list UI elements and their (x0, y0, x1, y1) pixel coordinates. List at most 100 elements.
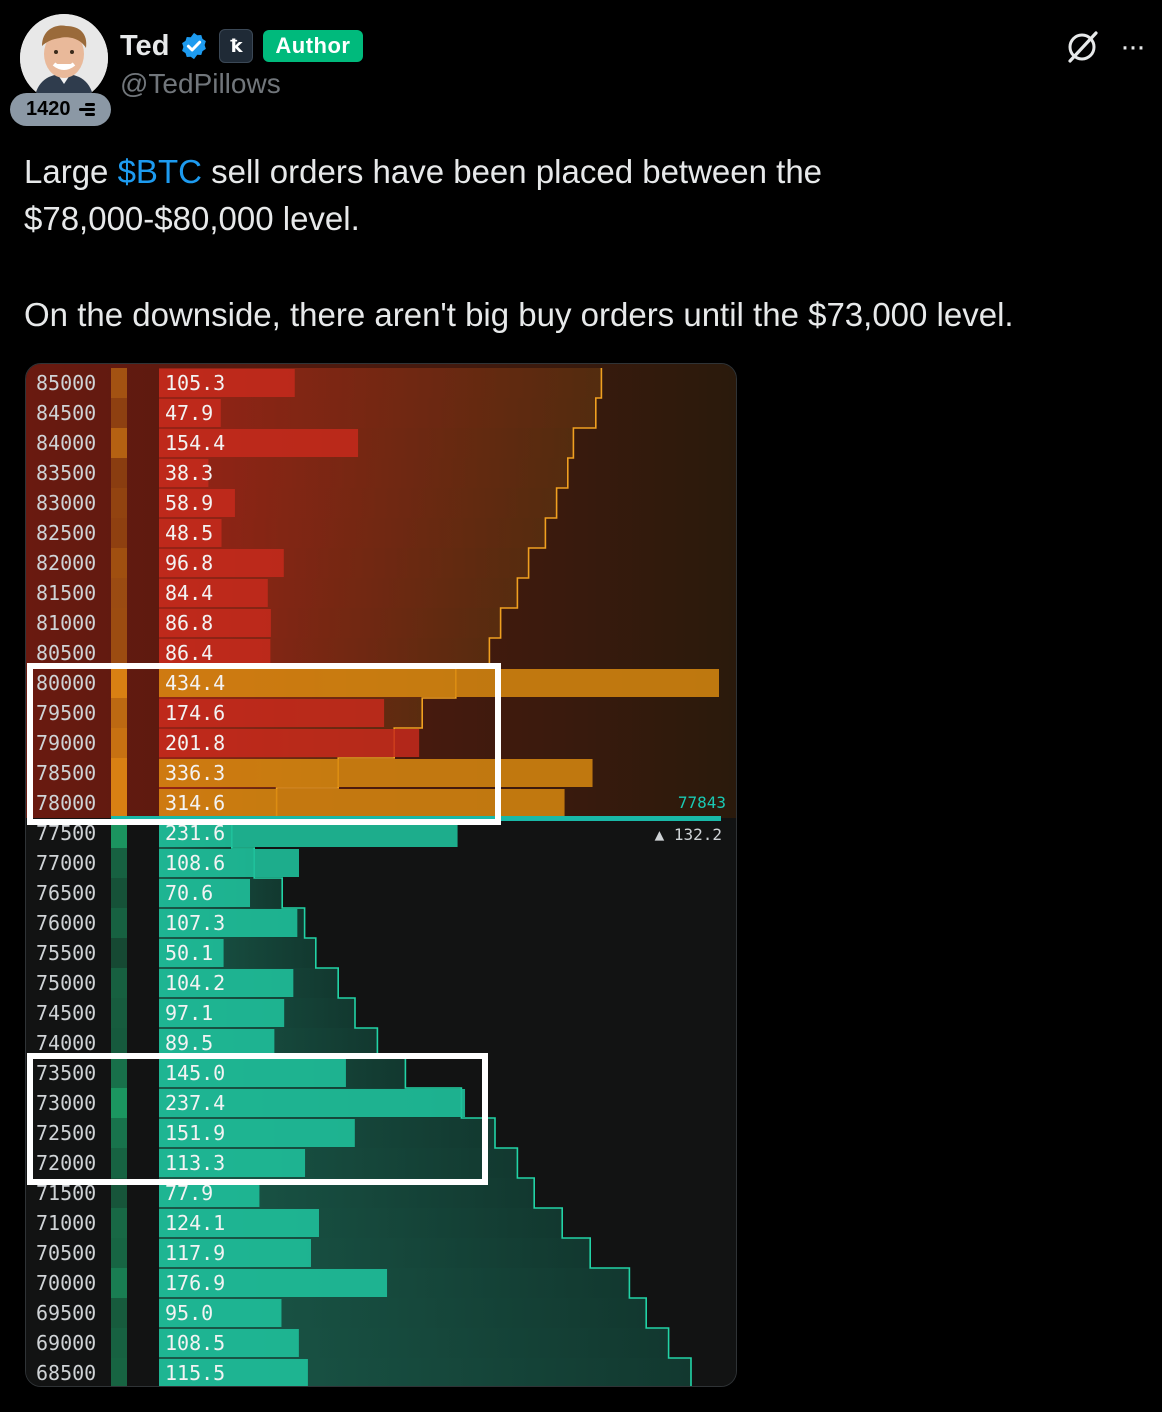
more-options-icon[interactable]: ··· (1120, 30, 1146, 63)
size-label: 107.3 (165, 911, 225, 935)
bid-size-bar (159, 909, 298, 937)
bid-size-bar (159, 1359, 308, 1386)
ask-size-bar (159, 609, 271, 637)
size-label: 95.0 (165, 1301, 213, 1325)
price-label: 84500 (36, 401, 96, 425)
affiliate-badge-icon[interactable]: ꝁ (219, 29, 254, 63)
size-label: 58.9 (165, 491, 213, 515)
ask-depth-bar (159, 398, 596, 428)
author-handle[interactable]: @TedPillows (120, 68, 281, 99)
score-badge[interactable]: 1420 (10, 93, 111, 126)
tweet-text-line-1: Large $BTC sell orders have been placed … (24, 148, 1134, 195)
price-label: 68500 (36, 1361, 96, 1385)
price-label: 74500 (36, 1001, 96, 1025)
heat-cell (111, 878, 127, 908)
price-label: 83500 (36, 461, 96, 485)
size-label: 174.6 (165, 701, 225, 725)
heat-cell (111, 1238, 127, 1268)
heat-cell (111, 1148, 127, 1178)
price-label: 85000 (36, 371, 96, 395)
ask-size-bar (159, 759, 593, 787)
price-label: 77000 (36, 851, 96, 875)
heat-cell (111, 728, 127, 758)
price-label: 79500 (36, 701, 96, 725)
ask-depth-bar (159, 458, 568, 488)
heat-cell (111, 1028, 127, 1058)
size-label: 108.5 (165, 1331, 225, 1355)
heat-cell (111, 638, 127, 668)
price-label: 70500 (36, 1241, 96, 1265)
bid-size-bar (159, 1089, 466, 1117)
bid-size-bar (159, 1269, 388, 1297)
orderbook-chart-svg: 85000 105.3 84500 47.9 84000 154.4 83500 38.3 83… (26, 364, 736, 1386)
orderbook-chart-image[interactable]: 85000 105.3 84500 47.9 84000 154.4 83500 38.3 83… (25, 363, 737, 1387)
size-label: 86.4 (165, 641, 213, 665)
size-label: 145.0 (165, 1061, 225, 1085)
size-label: 113.3 (165, 1151, 225, 1175)
heat-cell (111, 518, 127, 548)
ask-depth-bar (159, 518, 546, 548)
list-icon (78, 102, 95, 117)
bid-size-bar (159, 849, 299, 877)
price-label: 84000 (36, 431, 96, 455)
size-label: 124.1 (165, 1211, 225, 1235)
heat-cell (111, 548, 127, 578)
price-label: 76000 (36, 911, 96, 935)
bid-size-bar (159, 1209, 319, 1237)
price-label: 78500 (36, 761, 96, 785)
heat-cell (111, 908, 127, 938)
tweet-text: Large $BTC sell orders have been placed … (24, 148, 1134, 338)
size-label: 89.5 (165, 1031, 213, 1055)
price-label: 75000 (36, 971, 96, 995)
size-label: 86.8 (165, 611, 213, 635)
heat-cell (111, 428, 127, 458)
heat-cell (111, 998, 127, 1028)
size-label: 336.3 (165, 761, 225, 785)
ask-size-bar (159, 669, 719, 697)
price-label: 69000 (36, 1331, 96, 1355)
size-label: 104.2 (165, 971, 225, 995)
author-name[interactable]: Ted (120, 29, 170, 62)
price-label: 76500 (36, 881, 96, 905)
heat-cell (111, 1118, 127, 1148)
heat-cell (111, 458, 127, 488)
price-label: 79000 (36, 731, 96, 755)
tweet-text-line-3: On the downside, there aren't big buy or… (24, 296, 1014, 333)
size-label: 115.5 (165, 1361, 225, 1385)
author-badge: Author (263, 30, 363, 62)
current-price-label: 77843 (678, 793, 726, 812)
size-label: 50.1 (165, 941, 213, 965)
ask-size-bar (159, 429, 359, 457)
heat-cell (111, 668, 127, 698)
tweet-text-line-2: $78,000-$80,000 level. (24, 200, 360, 237)
price-label: 71000 (36, 1211, 96, 1235)
heat-cell (111, 1208, 127, 1238)
ask-size-bar (159, 549, 284, 577)
size-label: 47.9 (165, 401, 213, 425)
ask-size-bar (159, 399, 221, 427)
size-label: 84.4 (165, 581, 213, 605)
heat-cell (111, 818, 127, 848)
price-label: 82000 (36, 551, 96, 575)
grok-icon[interactable] (1064, 28, 1100, 64)
price-label: 83000 (36, 491, 96, 515)
bid-size-bar (159, 879, 251, 907)
bid-size-bar (159, 1029, 275, 1057)
avatar[interactable] (20, 14, 108, 102)
cashtag-link[interactable]: $BTC (117, 153, 202, 190)
verified-badge-icon (182, 32, 207, 60)
heat-cell (111, 488, 127, 518)
size-label: 237.4 (165, 1091, 225, 1115)
size-label: 70.6 (165, 881, 213, 905)
bid-size-bar (159, 1119, 355, 1147)
tweet-text-post: sell orders have been placed between the (201, 153, 823, 190)
size-label: 108.6 (165, 851, 225, 875)
size-label: 38.3 (165, 461, 213, 485)
bid-size-bar (159, 939, 224, 967)
price-label: 70000 (36, 1271, 96, 1295)
heat-cell (111, 608, 127, 638)
heat-cell (111, 848, 127, 878)
bid-size-bar (159, 1239, 311, 1267)
heat-cell (111, 1298, 127, 1328)
ask-size-bar (159, 579, 268, 607)
